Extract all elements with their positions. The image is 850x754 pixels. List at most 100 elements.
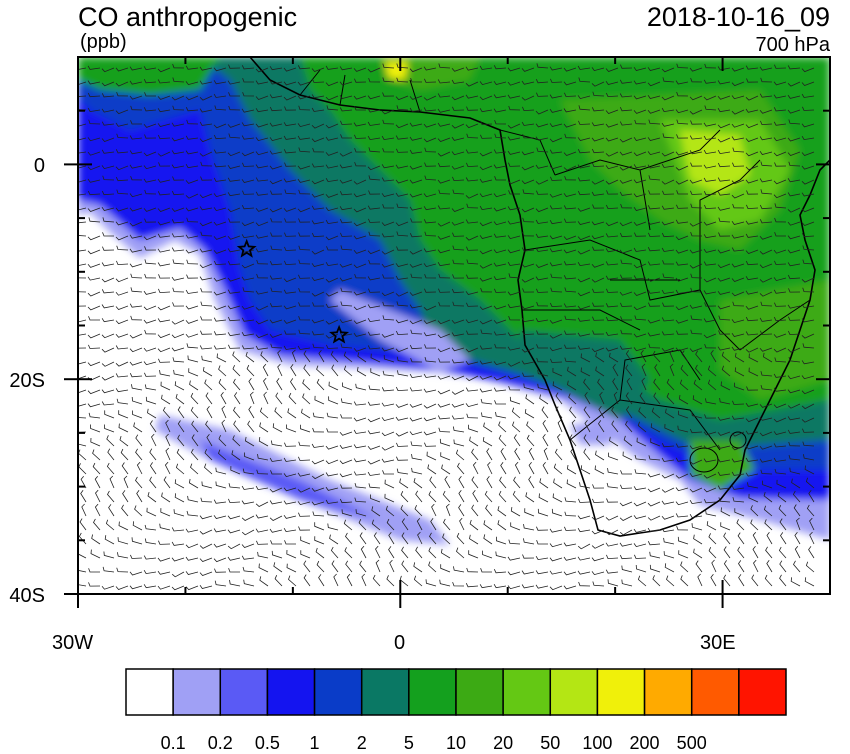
wind-barb xyxy=(423,332,437,337)
wind-barb xyxy=(353,458,367,463)
wind-barb xyxy=(367,249,381,255)
wind-barb xyxy=(298,259,311,265)
wind-barb xyxy=(465,583,479,588)
wind-barb xyxy=(676,134,689,139)
wind-barb xyxy=(609,352,619,363)
wind-barb xyxy=(173,509,185,517)
wind-barb xyxy=(521,277,535,283)
wind-barb xyxy=(759,109,773,114)
wind-barb xyxy=(564,357,577,363)
wind-barb xyxy=(78,67,87,70)
wind-barb xyxy=(233,420,241,433)
wind-barb xyxy=(493,375,507,381)
wind-barb xyxy=(381,445,395,451)
wind-barb xyxy=(424,78,437,83)
wind-barb xyxy=(157,123,171,127)
wind-barb xyxy=(283,67,297,72)
wind-barb xyxy=(708,533,717,545)
wind-barb xyxy=(355,509,367,517)
wind-barb xyxy=(283,81,297,86)
wind-barb xyxy=(773,373,787,378)
wind-barb xyxy=(327,523,339,531)
wind-barb xyxy=(437,79,451,84)
wind-barb xyxy=(129,207,143,212)
wind-barb xyxy=(227,151,241,157)
wind-barb xyxy=(213,207,227,212)
wind-barb xyxy=(521,121,535,126)
wind-barb xyxy=(479,305,493,310)
wind-barb xyxy=(508,105,521,111)
wind-barb xyxy=(424,442,437,447)
wind-barb xyxy=(801,277,815,283)
wind-barb xyxy=(424,175,437,181)
wind-barb xyxy=(437,389,451,395)
wind-barb xyxy=(759,458,773,463)
wind-barb xyxy=(255,137,269,142)
wind-barb xyxy=(737,546,745,559)
wind-barb xyxy=(395,275,409,280)
wind-barb xyxy=(213,177,227,182)
wind-barb xyxy=(633,515,647,519)
wind-barb xyxy=(367,345,381,350)
wind-barb xyxy=(549,333,563,339)
wind-barb xyxy=(452,274,465,279)
wind-barb xyxy=(423,373,437,378)
wind-barb xyxy=(619,137,633,143)
wind-barb xyxy=(774,162,787,167)
wind-barb xyxy=(591,529,605,535)
wind-barb xyxy=(204,449,213,461)
wind-barb xyxy=(423,431,437,436)
wind-barb xyxy=(409,206,423,211)
wind-barb xyxy=(541,406,549,419)
wind-barb xyxy=(675,109,689,114)
wind-barb xyxy=(129,373,143,378)
wind-barb xyxy=(592,162,605,168)
wind-barb xyxy=(375,545,381,559)
wind-barb xyxy=(213,515,227,519)
wind-barb xyxy=(549,248,563,253)
wind-barb xyxy=(690,120,703,125)
wind-barb xyxy=(157,347,171,353)
wind-barb xyxy=(311,443,325,448)
wind-barb xyxy=(339,319,353,324)
wind-barb xyxy=(343,365,353,377)
wind-barb xyxy=(578,498,591,503)
wind-barb xyxy=(512,421,521,433)
wind-barb xyxy=(633,291,647,296)
lon-label-0: 0 xyxy=(394,632,406,654)
wind-barb xyxy=(353,179,367,185)
wind-barb xyxy=(228,92,240,97)
wind-barb xyxy=(552,493,563,503)
wind-barb xyxy=(298,288,311,293)
wind-barb xyxy=(227,235,241,240)
wind-barb xyxy=(423,319,437,324)
wind-barb xyxy=(577,345,591,350)
wind-barb xyxy=(171,585,185,591)
wind-barb xyxy=(479,221,493,227)
wind-barb xyxy=(678,394,689,405)
wind-barb xyxy=(116,91,129,97)
wind-barb xyxy=(750,519,759,531)
wind-barb xyxy=(493,94,507,99)
wind-barb xyxy=(171,571,185,578)
wind-barb xyxy=(634,454,647,461)
wind-barb xyxy=(592,246,605,251)
wind-barb xyxy=(479,151,493,157)
wind-barb xyxy=(738,560,745,573)
wind-barb xyxy=(101,190,115,196)
wind-barb xyxy=(136,490,143,503)
wind-barb xyxy=(423,137,437,143)
wind-barb xyxy=(429,476,437,489)
wind-barb xyxy=(787,192,801,197)
wind-barb xyxy=(297,501,311,506)
wind-barb xyxy=(325,95,339,101)
wind-barb xyxy=(213,543,227,548)
wind-barb xyxy=(648,190,661,195)
wind-barb xyxy=(297,81,311,86)
wind-barb xyxy=(381,164,395,169)
wind-barb xyxy=(241,529,255,536)
wind-barb xyxy=(424,231,437,237)
units-label: (ppb) xyxy=(80,31,127,53)
wind-barb xyxy=(563,123,577,128)
wind-barb xyxy=(690,190,703,195)
